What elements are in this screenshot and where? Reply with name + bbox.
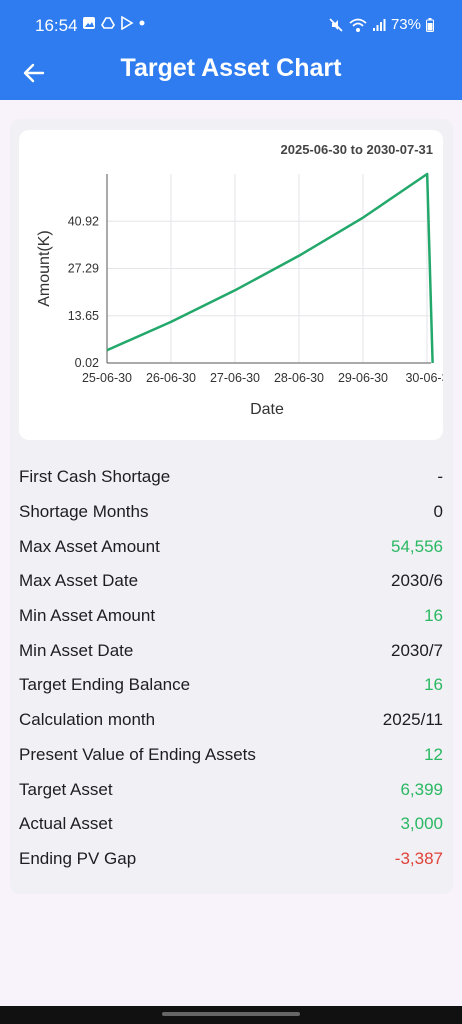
home-handle[interactable] bbox=[162, 1012, 300, 1016]
stat-label: Actual Asset bbox=[19, 814, 113, 834]
page-title: Target Asset Chart bbox=[120, 54, 342, 82]
battery-icon bbox=[426, 17, 434, 32]
status-icons-left bbox=[82, 16, 145, 30]
y-tick-label: 40.92 bbox=[68, 214, 99, 228]
stat-row: Max Asset Date 2030/6 bbox=[19, 564, 443, 599]
stat-label: Shortage Months bbox=[19, 502, 149, 522]
stat-value: -3,387 bbox=[394, 848, 443, 868]
x-axis-label: Date bbox=[250, 401, 284, 418]
stat-value: 6,399 bbox=[400, 779, 443, 799]
dot-icon bbox=[139, 20, 145, 26]
app-bar: Target Asset Chart bbox=[0, 50, 462, 100]
stat-label: Max Asset Amount bbox=[19, 536, 160, 556]
stat-value: 16 bbox=[424, 606, 443, 626]
stat-value: 2030/7 bbox=[391, 640, 443, 660]
stat-label: First Cash Shortage bbox=[19, 467, 171, 487]
stat-value: 12 bbox=[424, 744, 443, 764]
stat-value: 54,556 bbox=[391, 536, 443, 556]
stat-label: Max Asset Date bbox=[19, 571, 139, 591]
stat-label: Min Asset Date bbox=[19, 640, 134, 660]
line-chart: 25-06-30 26-06-30 27-06-30 28-06-30 29-06-30… bbox=[36, 172, 443, 418]
chart-date-range: 2025-06-30 to 2030-07-31 bbox=[280, 142, 434, 157]
stat-row: Present Value of Ending Assets 12 bbox=[19, 738, 443, 773]
stat-row: Target Asset 6,399 bbox=[19, 772, 443, 807]
stat-value: - bbox=[437, 467, 443, 487]
x-tick-label: 29-06-30 bbox=[338, 371, 388, 385]
stat-row: Min Asset Amount 16 bbox=[19, 599, 443, 634]
chart-card: 2025-06-30 to 2030-07-31 25-06-30 26-06-3… bbox=[19, 130, 443, 440]
stat-row: Actual Asset 3,000 bbox=[19, 807, 443, 842]
stat-row: Min Asset Date 2030/7 bbox=[19, 633, 443, 668]
stat-value: 3,000 bbox=[400, 814, 443, 834]
stat-value: 2030/6 bbox=[391, 571, 443, 591]
stat-label: Target Ending Balance bbox=[19, 675, 191, 695]
wifi-icon bbox=[349, 18, 367, 32]
status-bar: 16:54 73% bbox=[0, 0, 462, 50]
image-icon bbox=[83, 17, 95, 29]
y-axis-label: Amount(K) bbox=[36, 230, 53, 306]
x-tick-label: 27-06-30 bbox=[210, 371, 260, 385]
status-time: 16:54 bbox=[35, 16, 78, 35]
stat-label: Calculation month bbox=[19, 710, 156, 730]
stat-row: Target Ending Balance 16 bbox=[19, 668, 443, 703]
back-button[interactable] bbox=[16, 55, 52, 91]
x-tick-label: 28-06-30 bbox=[274, 371, 324, 385]
y-tick-label: 13.65 bbox=[68, 309, 99, 323]
drive-icon bbox=[101, 17, 115, 29]
arrow-left-icon bbox=[23, 63, 45, 83]
stat-label: Present Value of Ending Assets bbox=[19, 744, 256, 764]
stat-row: Max Asset Amount 54,556 bbox=[19, 529, 443, 564]
battery-percent: 73% bbox=[390, 16, 421, 33]
play-store-icon bbox=[121, 16, 134, 30]
stats-list: First Cash Shortage - Shortage Months 0 Max … bbox=[19, 460, 443, 876]
stat-label: Min Asset Amount bbox=[19, 606, 156, 626]
x-tick-label: 25-06-30 bbox=[82, 371, 132, 385]
stat-label: Target Asset bbox=[19, 779, 113, 799]
navigation-bar bbox=[0, 1006, 462, 1024]
stat-row: First Cash Shortage - bbox=[19, 460, 443, 495]
y-tick-label: 27.29 bbox=[68, 262, 99, 276]
stat-label: Ending PV Gap bbox=[19, 848, 137, 868]
stat-row: Ending PV Gap -3,387 bbox=[19, 842, 443, 877]
mute-icon bbox=[329, 17, 343, 32]
stat-value: 16 bbox=[424, 675, 443, 695]
stat-value: 0 bbox=[433, 502, 443, 522]
stat-row: Shortage Months 0 bbox=[19, 495, 443, 530]
status-icons-right: 73% bbox=[328, 16, 434, 33]
x-tick-label: 26-06-30 bbox=[146, 371, 196, 385]
stat-value: 2025/11 bbox=[382, 710, 443, 730]
signal-icon bbox=[372, 18, 386, 31]
y-tick-label: 0.02 bbox=[75, 356, 99, 370]
series-line bbox=[106, 172, 434, 364]
stat-row: Calculation month 2025/11 bbox=[19, 703, 443, 738]
x-tick-label: 30-06-3 bbox=[405, 371, 443, 385]
